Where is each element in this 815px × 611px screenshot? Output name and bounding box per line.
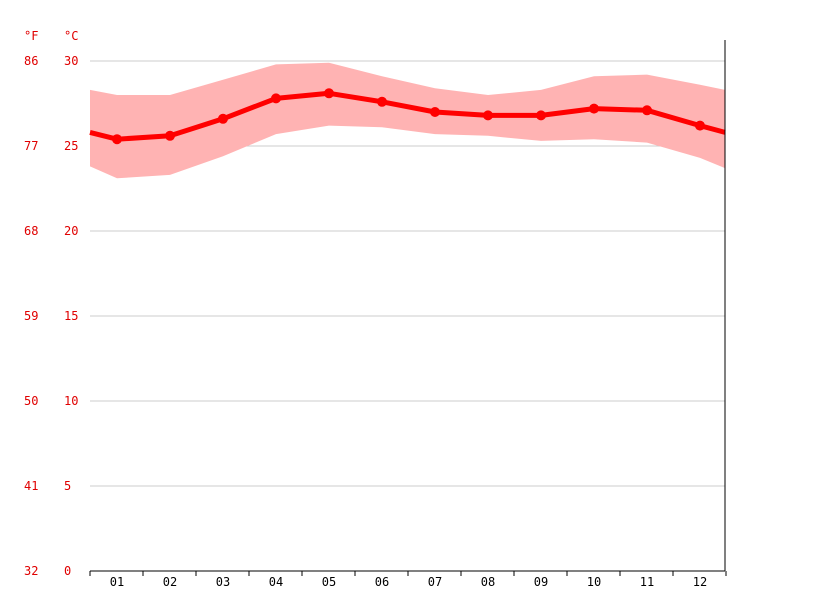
axes bbox=[89, 40, 727, 576]
y-tick-fahrenheit-68: 68 bbox=[24, 224, 38, 238]
x-tick-label-05: 05 bbox=[322, 575, 336, 589]
y-tick-fahrenheit-59: 59 bbox=[24, 309, 38, 323]
data-point-06 bbox=[377, 96, 387, 107]
unit-label-celsius: °C bbox=[64, 29, 78, 43]
y-tick-celsius-25: 25 bbox=[64, 139, 78, 153]
y-tick-celsius-30: 30 bbox=[64, 54, 78, 68]
y-tick-fahrenheit-50: 50 bbox=[24, 394, 38, 408]
x-tick-label-07: 07 bbox=[428, 575, 442, 589]
y-tick-celsius-15: 15 bbox=[64, 309, 78, 323]
series-line bbox=[89, 90, 726, 142]
y-tick-celsius-20: 20 bbox=[64, 224, 78, 238]
temperature-line bbox=[89, 88, 726, 145]
range-band-polygon bbox=[90, 62, 725, 179]
x-tick-label-06: 06 bbox=[375, 575, 389, 589]
data-point-01 bbox=[112, 134, 122, 145]
x-tick-label-02: 02 bbox=[163, 575, 177, 589]
data-point-09 bbox=[536, 110, 546, 121]
y-tick-fahrenheit-41: 41 bbox=[24, 479, 38, 493]
x-tick-label-08: 08 bbox=[481, 575, 495, 589]
unit-label-fahrenheit: °F bbox=[24, 29, 38, 43]
data-point-05 bbox=[324, 88, 334, 99]
y-tick-celsius-0: 0 bbox=[64, 564, 71, 578]
x-tick-label-10: 10 bbox=[587, 575, 601, 589]
tick-labels: °F °C 0 32 5 41 10 50 15 59 20 68 25 77 30 86 01 02 03 04… bbox=[24, 29, 707, 589]
x-tick-label-01: 01 bbox=[110, 575, 124, 589]
data-point-03 bbox=[218, 113, 228, 124]
data-point-10 bbox=[589, 103, 599, 114]
y-tick-celsius-10: 10 bbox=[64, 394, 78, 408]
x-tick-label-12: 12 bbox=[693, 575, 707, 589]
x-tick-label-03: 03 bbox=[216, 575, 230, 589]
y-tick-fahrenheit-86: 86 bbox=[24, 54, 38, 68]
data-point-11 bbox=[642, 105, 652, 116]
data-point-07 bbox=[430, 107, 440, 117]
data-point-12 bbox=[695, 120, 705, 131]
y-tick-celsius-5: 5 bbox=[64, 479, 71, 493]
y-tick-fahrenheit-32: 32 bbox=[24, 564, 38, 578]
data-point-08 bbox=[483, 110, 493, 121]
x-tick-label-04: 04 bbox=[269, 575, 283, 589]
x-tick-label-11: 11 bbox=[640, 575, 654, 589]
data-point-02 bbox=[165, 130, 175, 141]
y-tick-fahrenheit-77: 77 bbox=[24, 139, 38, 153]
x-tick-label-09: 09 bbox=[534, 575, 548, 589]
temperature-range-band bbox=[90, 62, 725, 179]
data-point-04 bbox=[271, 93, 281, 104]
